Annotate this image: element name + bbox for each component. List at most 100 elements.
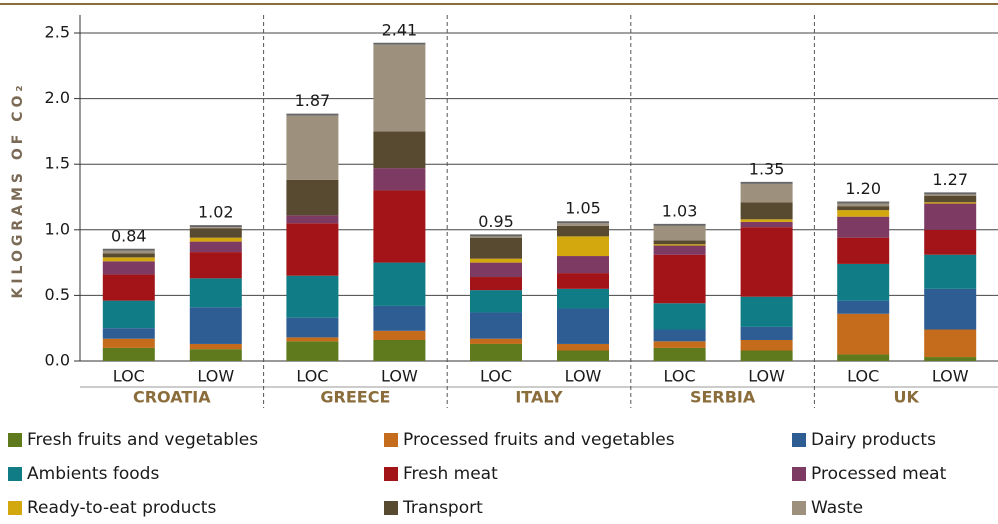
bar-segment xyxy=(740,202,793,220)
bar-segment xyxy=(286,115,339,180)
bar-segment xyxy=(102,300,155,329)
bar-segment xyxy=(286,223,339,276)
bar-segment xyxy=(470,290,522,313)
bar-segment xyxy=(740,221,793,228)
bar-segment xyxy=(470,237,522,259)
bar-segment xyxy=(189,349,242,361)
x-tick-label: LOW xyxy=(565,367,602,386)
bar-segment xyxy=(653,240,706,245)
group-label: ITALY xyxy=(515,388,563,407)
bar-segment xyxy=(837,300,890,314)
y-tick-label: 0.0 xyxy=(45,351,70,370)
x-tick-label: LOW xyxy=(932,367,969,386)
x-tick-label: LOC xyxy=(296,367,328,386)
bar-segment xyxy=(924,357,977,361)
bar-segment xyxy=(189,307,242,344)
bar-segment xyxy=(924,288,977,330)
y-tick-label: 1.5 xyxy=(45,154,70,173)
x-tick-label: LOW xyxy=(381,367,418,386)
bar-segment xyxy=(740,296,793,327)
bar-segment xyxy=(102,261,155,275)
bar-segment xyxy=(373,330,426,341)
bar-segment xyxy=(557,256,609,274)
bar-segment xyxy=(653,225,706,241)
bar-segment xyxy=(286,341,339,361)
x-tick-label: LOC xyxy=(664,367,696,386)
total-label: 1.05 xyxy=(565,199,601,218)
bar-segment xyxy=(189,237,242,242)
bar-segment xyxy=(189,343,242,350)
bar-segment xyxy=(837,206,890,211)
total-label: 1.87 xyxy=(295,91,331,110)
x-tick-label: LOW xyxy=(748,367,785,386)
bar-segment xyxy=(740,219,793,222)
x-tick-label: LOW xyxy=(197,367,234,386)
legend-swatch xyxy=(384,467,398,481)
legend-swatch xyxy=(8,467,22,481)
total-label: 1.27 xyxy=(932,170,968,189)
bar-segment xyxy=(470,312,522,339)
total-label: 1.03 xyxy=(662,201,698,220)
bar-segment xyxy=(189,241,242,253)
x-tick-label: LOC xyxy=(847,367,879,386)
legend-label: Ambients foods xyxy=(27,464,159,484)
bar-segment xyxy=(470,277,522,291)
bar-segment xyxy=(102,250,155,254)
bar-segment xyxy=(740,227,793,297)
legend-swatch xyxy=(792,433,806,447)
bar-segment xyxy=(557,236,609,257)
group-label: UK xyxy=(894,388,920,407)
bar-segment xyxy=(837,313,890,355)
y-tick-label: 2.0 xyxy=(45,88,70,107)
bar-segment xyxy=(653,347,706,361)
bar-segment xyxy=(286,337,339,342)
bar-segment xyxy=(102,347,155,361)
bar-segment xyxy=(740,350,793,361)
total-label: 2.41 xyxy=(382,20,418,39)
bar-segment xyxy=(373,44,426,132)
bar-segment xyxy=(470,258,522,263)
y-axis-label: KILOGRAMS OF CO₂ xyxy=(10,81,26,298)
bar-segment xyxy=(102,274,155,301)
bar-segment xyxy=(102,328,155,339)
bar-segment xyxy=(373,305,426,331)
bar-segment xyxy=(557,350,609,361)
bar-segment xyxy=(924,254,977,289)
bar-segment xyxy=(837,203,890,207)
bar-segment xyxy=(470,236,522,238)
bar-segment xyxy=(740,183,793,203)
bar-segment xyxy=(924,229,977,255)
bar-segment xyxy=(653,341,706,348)
y-tick-label: 2.5 xyxy=(45,23,70,42)
bar-segment xyxy=(102,257,155,262)
bar-segment xyxy=(837,216,890,238)
bar-segment xyxy=(924,203,977,230)
bar-segment xyxy=(470,262,522,278)
legend-label: Processed meat xyxy=(811,464,947,484)
bar-segment xyxy=(286,275,339,318)
legend-label: Transport xyxy=(402,498,483,518)
bar-segment xyxy=(837,210,890,217)
bar-segment xyxy=(470,338,522,344)
bar-segment xyxy=(653,244,706,246)
bar-segment xyxy=(373,340,426,361)
bar-segment xyxy=(653,303,706,330)
legend-swatch xyxy=(8,501,22,515)
legend-swatch xyxy=(384,433,398,447)
group-label: CROATIA xyxy=(133,388,211,407)
total-label: 1.35 xyxy=(749,159,785,178)
bar-segment xyxy=(924,195,977,203)
bar-segment xyxy=(557,308,609,344)
bar-segment xyxy=(653,254,706,304)
total-label: 0.95 xyxy=(478,212,514,231)
legend-swatch xyxy=(792,501,806,515)
bar-segment xyxy=(373,262,426,306)
bar-segment xyxy=(924,329,977,358)
bar-segment xyxy=(102,253,155,258)
bar-segment xyxy=(373,168,426,191)
legend-label: Fresh fruits and vegetables xyxy=(27,430,258,450)
y-tick-label: 1.0 xyxy=(45,219,70,238)
bar-segment xyxy=(924,194,977,196)
bar-segment xyxy=(740,326,793,341)
